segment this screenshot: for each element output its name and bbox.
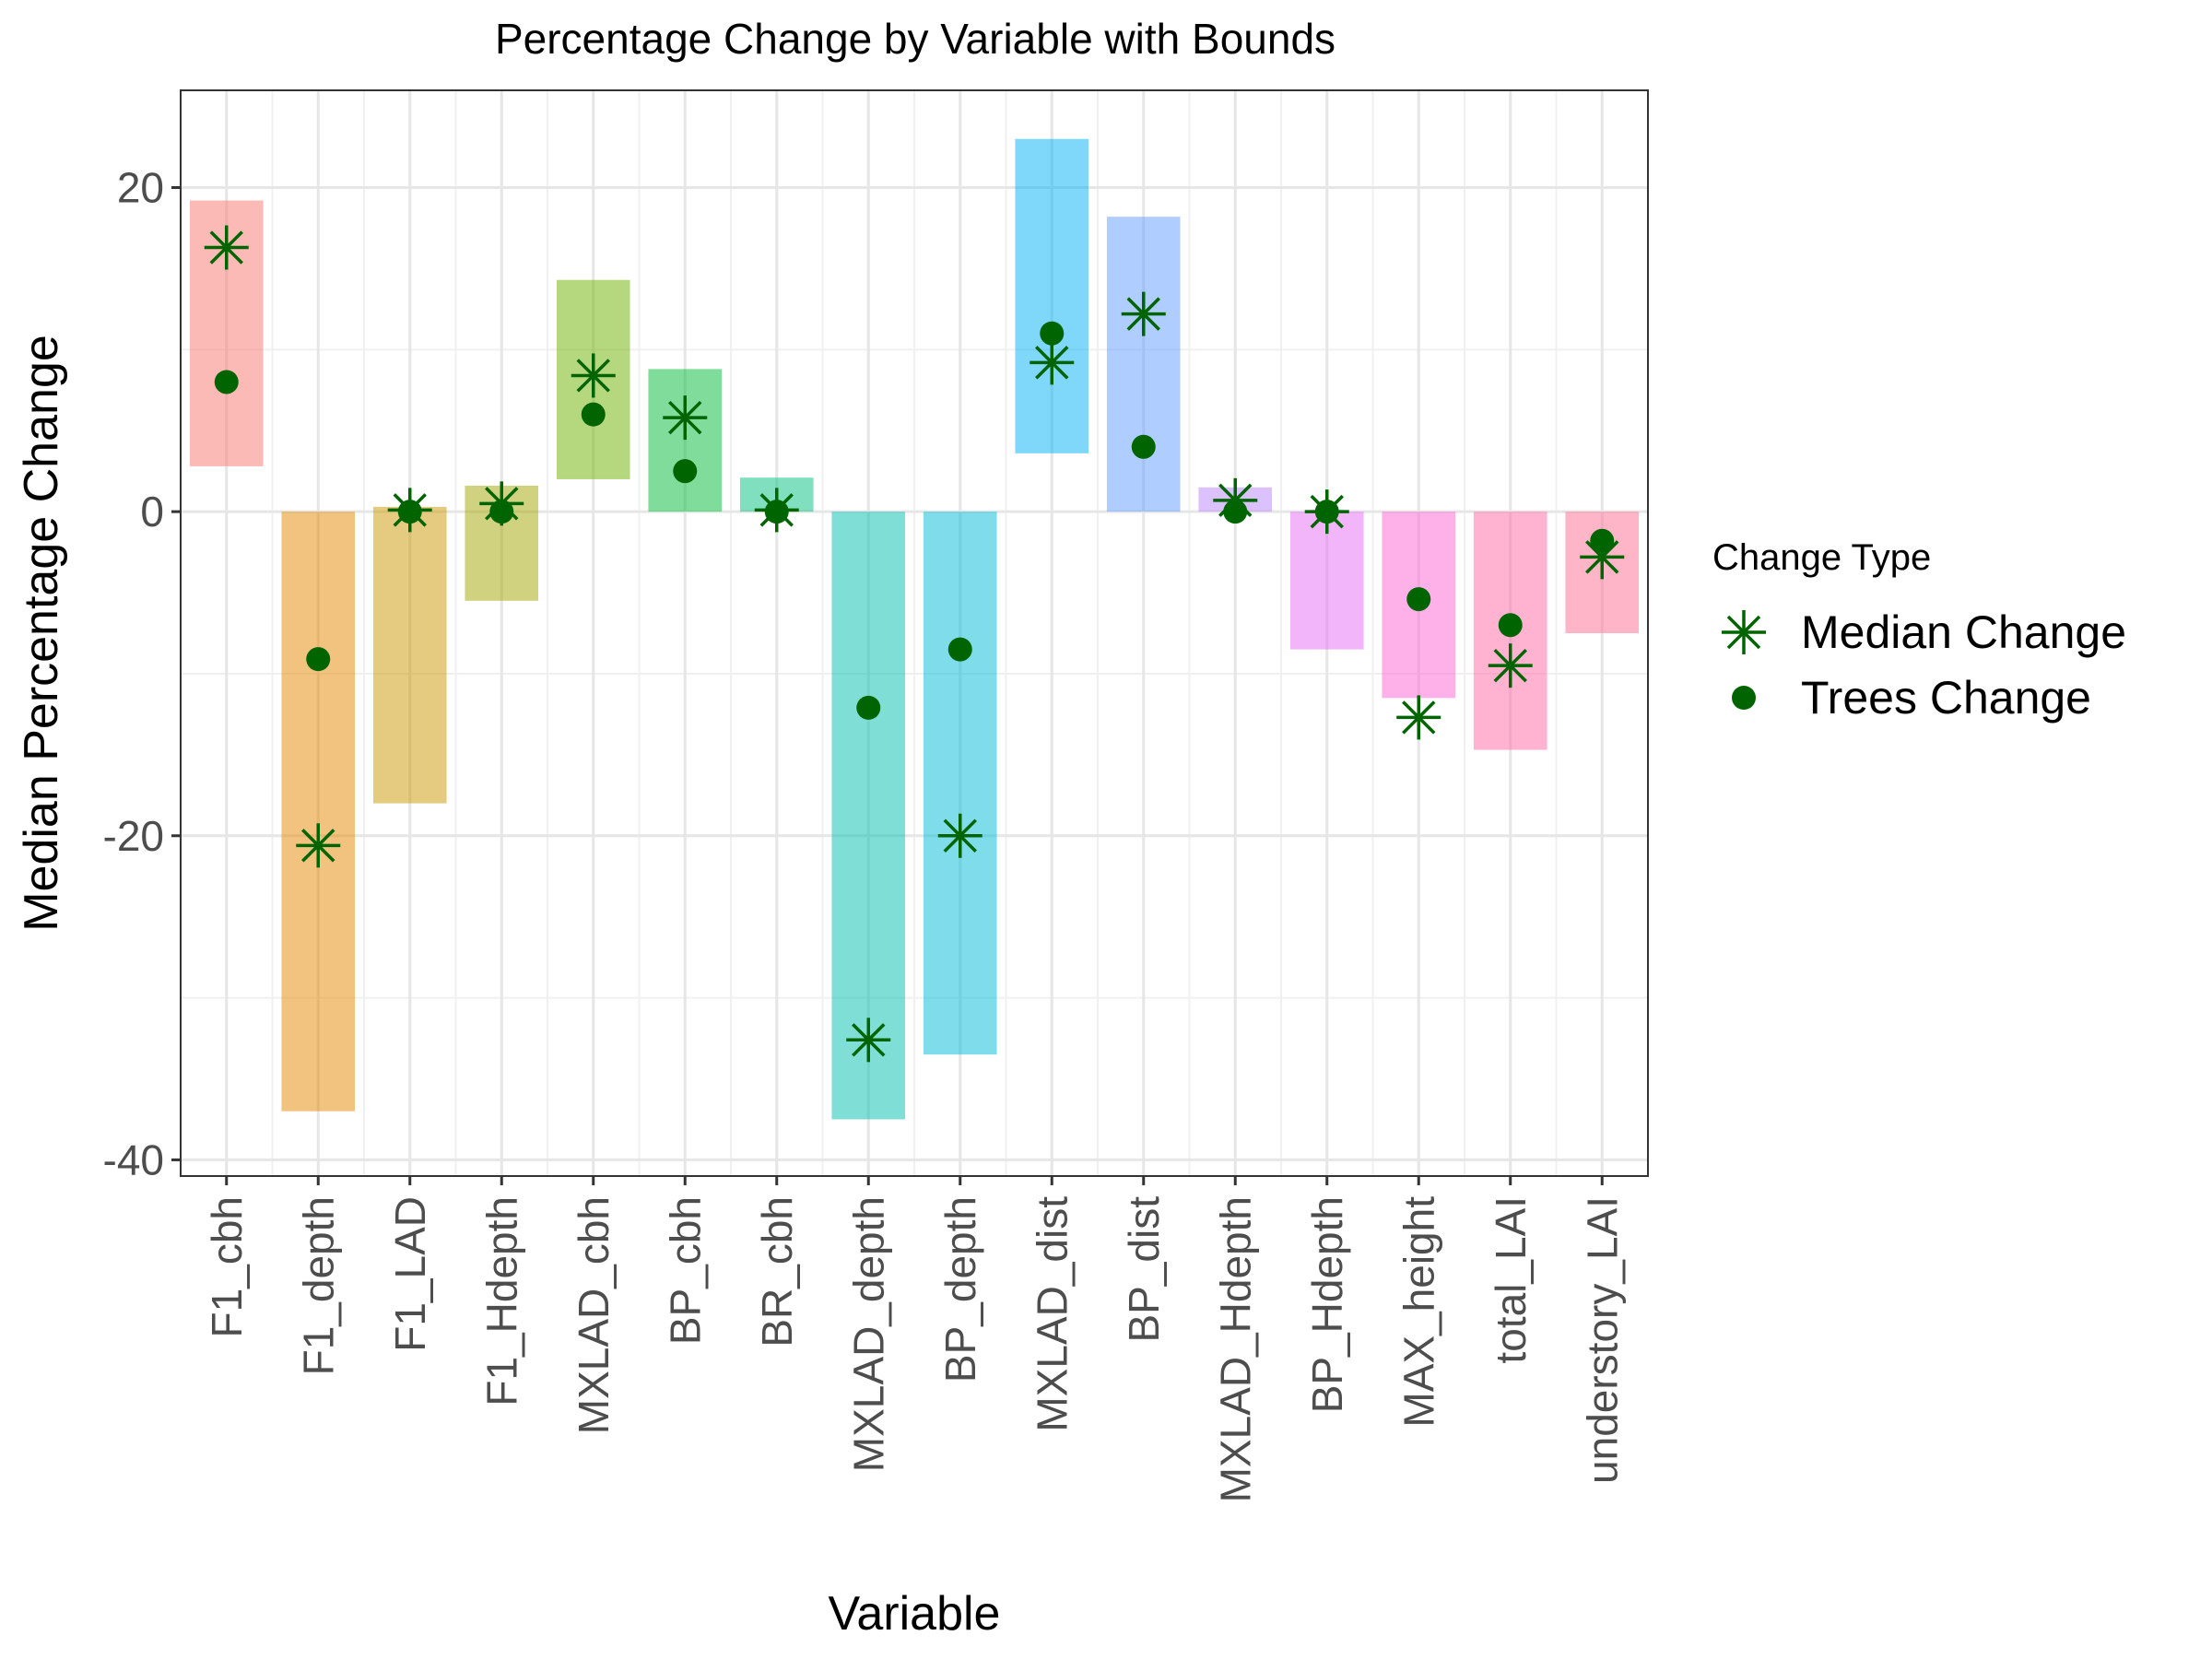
x-tick-label-mxlad-depth: MXLAD_depth (844, 1196, 892, 1472)
y-tick-label: 20 (117, 163, 164, 211)
x-tick-label-f1-cbh: F1_cbh (203, 1196, 251, 1337)
x-tick-label-mxlad-cbh: MXLAD_cbh (570, 1196, 618, 1434)
median-change-point-bp-cbh (663, 395, 708, 441)
median-change-point-mxlad-hdepth-stroke (1218, 483, 1253, 518)
trees-change-point-bp-cbh (673, 459, 698, 484)
median-change-point-br-cbh (754, 488, 799, 533)
median-change-point-understory-lai (1580, 535, 1625, 580)
trees-change-point-bp-depth (947, 637, 972, 662)
axes-layer: -40 -20 0 20 F1_cbh F1_depth F1_LAD F1_Hdepth MX… (103, 163, 1627, 1502)
x-tick-label-f1-lad: F1_LAD (386, 1196, 434, 1352)
y-tick-label: -40 (103, 1135, 164, 1183)
panel-border (180, 89, 1649, 1177)
legend: Change Type Median Change Trees Change (1712, 537, 2126, 724)
x-tick-label-understory-lai: understory_LAI (1578, 1196, 1626, 1484)
trees-change-point-f1-depth (306, 647, 331, 672)
trees-change-point-mxlad-cbh (581, 402, 606, 427)
x-tick-label-f1-hdepth: F1_Hdepth (477, 1196, 525, 1406)
legend-key-median-change (1722, 610, 1766, 654)
x-tick-label-bp-cbh: BP_cbh (661, 1196, 709, 1345)
median-change-point-f1-cbh-stroke (209, 230, 243, 265)
x-tick-label-total-lai: total_LAI (1487, 1196, 1535, 1364)
median-change-point-f1-cbh (204, 225, 249, 270)
legend-key-median-change-stroke (1726, 615, 1761, 650)
points-layer (204, 225, 1625, 1063)
median-change-point-mxlad-cbh-stroke (576, 359, 610, 393)
trees-change-point-max-height (1406, 587, 1431, 612)
median-change-point-mxlad-depth (846, 1018, 891, 1063)
median-change-point-f1-hdepth-stroke (485, 487, 519, 521)
median-change-point-max-height-stroke (1402, 700, 1436, 735)
bar-bp-depth (923, 512, 997, 1055)
trees-change-point-total-lai (1498, 613, 1523, 638)
x-tick-label-mxlad-hdepth: MXLAD_Hdepth (1211, 1196, 1259, 1502)
median-change-point-br-cbh-stroke (759, 493, 794, 527)
median-change-point-bp-dist-stroke (1126, 297, 1160, 331)
median-change-point-f1-hdepth (479, 481, 524, 526)
median-change-point-bp-cbh-stroke (668, 400, 702, 435)
median-change-point-mxlad-dist-stroke (1035, 346, 1069, 380)
bar-bp-cbh (648, 369, 723, 512)
x-tick-label-mxlad-dist: MXLAD_dist (1028, 1196, 1076, 1432)
x-tick-label-max-height: MAX_height (1394, 1196, 1442, 1428)
median-change-point-bp-dist (1121, 291, 1166, 336)
median-change-point-bp-depth-stroke (943, 818, 977, 853)
bar-f1-lad (372, 506, 447, 804)
median-change-point-mxlad-depth-stroke (852, 1023, 886, 1057)
x-tick-label-bp-hdepth: BP_Hdepth (1303, 1196, 1351, 1413)
bars-layer (189, 138, 1640, 1120)
median-change-point-total-lai-stroke (1493, 648, 1527, 683)
median-change-point-f1-depth-stroke (301, 829, 335, 863)
x-tick-label-f1-depth: F1_depth (294, 1196, 342, 1375)
y-tick-label: 0 (140, 488, 164, 535)
chart-title: Percentage Change by Variable with Bound… (495, 15, 1335, 63)
grid-layer (181, 90, 1648, 1176)
x-tick-label-bp-depth: BP_depth (936, 1196, 984, 1382)
x-tick-label-br-cbh: BR_cbh (753, 1196, 801, 1347)
bar-bp-hdepth (1289, 512, 1364, 650)
median-change-point-f1-lad-stroke (393, 493, 427, 527)
x-tick-label-bp-dist: BP_dist (1120, 1196, 1168, 1343)
median-change-point-bp-hdepth (1304, 489, 1349, 535)
legend-label-median-change: Median Change (1801, 606, 2126, 658)
trees-change-point-bp-dist (1131, 434, 1156, 459)
legend-key-trees-change (1732, 686, 1756, 710)
median-change-point-mxlad-hdepth (1213, 477, 1258, 523)
trees-change-point-f1-cbh (214, 370, 239, 394)
trees-change-point-mxlad-dist (1040, 321, 1065, 346)
median-change-point-f1-lad (387, 488, 432, 533)
bar-mxlad-dist (1015, 138, 1089, 453)
y-tick-label: -20 (103, 812, 164, 860)
legend-label-trees-change: Trees Change (1801, 672, 2091, 724)
x-axis-label: Variable (829, 1587, 1001, 1641)
y-axis-label: Median Percentage Change (15, 335, 68, 932)
bar-f1-depth (281, 512, 356, 1112)
median-change-point-mxlad-dist (1030, 340, 1075, 385)
median-change-point-bp-depth (937, 813, 982, 858)
median-change-point-understory-lai-stroke (1585, 540, 1619, 574)
median-change-point-max-height (1396, 695, 1441, 740)
median-change-point-bp-hdepth-stroke (1310, 494, 1344, 529)
trees-change-point-mxlad-depth (856, 695, 881, 720)
median-change-point-total-lai (1488, 643, 1533, 688)
median-change-point-f1-depth (296, 823, 341, 868)
median-change-point-mxlad-cbh (571, 353, 616, 398)
legend-title: Change Type (1712, 537, 1931, 578)
bar-bp-dist (1106, 217, 1181, 512)
